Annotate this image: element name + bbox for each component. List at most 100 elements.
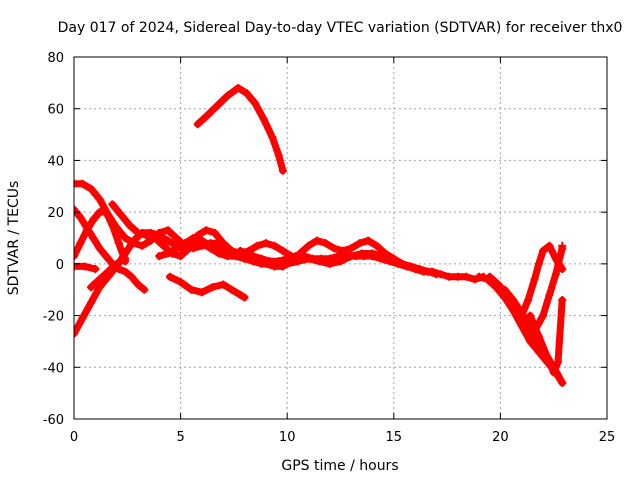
data-point <box>372 241 381 250</box>
data-point <box>82 226 91 235</box>
data-point <box>89 215 98 224</box>
data-point <box>509 296 518 305</box>
x-tick-label: 5 <box>176 430 184 445</box>
data-point <box>95 195 104 204</box>
data-point <box>140 285 149 294</box>
data-point <box>539 311 548 320</box>
y-tick-label: 40 <box>47 154 64 169</box>
x-axis-label: GPS time / hours <box>281 458 398 474</box>
data-point <box>268 133 277 142</box>
data-point <box>530 275 539 284</box>
data-point <box>219 239 228 248</box>
data-point <box>189 234 198 242</box>
data-point <box>432 270 441 279</box>
y-tick-label: -40 <box>43 361 64 376</box>
data-point <box>347 244 356 253</box>
data-point <box>104 267 113 276</box>
data-point <box>197 236 206 245</box>
data-point <box>125 221 134 230</box>
data-point <box>138 241 147 250</box>
data-point <box>80 262 89 271</box>
data-point <box>406 262 415 271</box>
data-point <box>112 259 121 268</box>
series-line <box>194 84 287 175</box>
data-point <box>415 265 424 274</box>
y-tick-label: 60 <box>47 103 64 118</box>
y-tick-label: -60 <box>43 413 64 428</box>
data-point <box>193 120 202 129</box>
series-line <box>283 250 387 268</box>
data-point <box>74 262 78 271</box>
series-line <box>108 200 295 260</box>
data-point <box>163 236 172 245</box>
chart-title: Day 017 of 2024, Sidereal Day-to-day VTE… <box>58 20 623 36</box>
data-point <box>304 241 313 250</box>
data-point <box>261 259 270 268</box>
data-point <box>545 290 554 299</box>
data-point <box>379 252 388 261</box>
data-point <box>253 254 262 263</box>
data-point <box>526 311 535 320</box>
x-tick-label: 20 <box>492 430 509 445</box>
data-point <box>95 244 104 253</box>
data-point <box>172 244 181 253</box>
data-point <box>101 208 110 217</box>
data-point <box>101 252 110 261</box>
data-point <box>121 234 130 242</box>
data-point <box>253 241 262 250</box>
data-point <box>423 267 432 276</box>
data-point <box>321 239 330 248</box>
data-point <box>74 329 78 338</box>
data-point <box>244 249 253 258</box>
data-point <box>165 272 174 281</box>
x-tick-label: 0 <box>70 430 78 445</box>
x-tick-label: 25 <box>599 430 616 445</box>
data-point <box>87 184 96 193</box>
data-point <box>553 358 562 367</box>
data-point <box>347 252 356 261</box>
series-arc-q <box>558 241 567 250</box>
data-point <box>325 259 334 268</box>
data-point <box>462 272 471 281</box>
x-tick-label: 10 <box>279 430 296 445</box>
data-point <box>251 99 260 108</box>
data-point <box>558 241 567 250</box>
data-point <box>534 259 543 268</box>
data-point <box>232 252 241 261</box>
data-point <box>163 249 172 258</box>
data-point <box>202 226 211 235</box>
data-point <box>127 272 136 281</box>
data-point <box>398 259 407 268</box>
data-point <box>121 254 130 263</box>
series-arc-k <box>283 249 388 268</box>
data-point <box>95 283 104 292</box>
data-point <box>330 244 339 253</box>
plot-area <box>74 84 567 387</box>
data-point <box>214 246 223 255</box>
data-point <box>223 249 232 258</box>
data-point <box>270 241 279 250</box>
data-point <box>176 277 185 286</box>
data-point <box>108 200 117 209</box>
data-point <box>219 280 228 289</box>
data-point <box>151 234 160 242</box>
data-point <box>545 241 554 250</box>
data-point <box>163 226 172 235</box>
data-point <box>172 234 181 242</box>
data-point <box>133 280 142 289</box>
data-point <box>283 259 292 268</box>
data-point <box>74 252 78 261</box>
data-point <box>517 311 526 320</box>
data-point <box>121 267 130 276</box>
data-point <box>524 296 533 305</box>
data-point <box>549 368 558 377</box>
data-point <box>155 252 164 261</box>
data-point <box>278 166 287 175</box>
data-point <box>159 241 168 250</box>
data-point <box>78 314 87 323</box>
data-point <box>368 249 377 258</box>
data-point <box>445 272 454 281</box>
plot-frame <box>73 56 608 420</box>
data-point <box>206 241 215 250</box>
